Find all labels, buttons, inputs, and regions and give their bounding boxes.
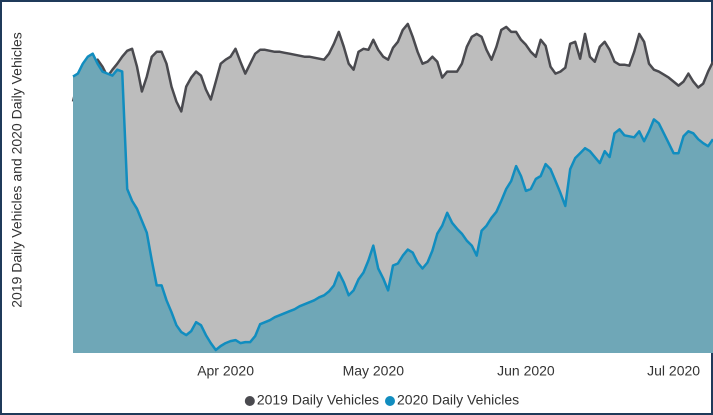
x-tick-label: Jun 2020 — [497, 363, 555, 379]
x-tick-label: May 2020 — [343, 363, 405, 379]
x-tick-label: Apr 2020 — [197, 363, 254, 379]
legend-marker — [244, 396, 255, 406]
series-line — [72, 52, 713, 352]
legend-label: 2020 Daily Vehicles — [397, 392, 519, 408]
legend-marker — [385, 396, 395, 406]
x-tick-label: Jul 2020 — [647, 363, 700, 379]
series-line — [71, 22, 713, 113]
legend-label: 2019 Daily Vehicles — [257, 392, 379, 408]
y-axis-label: 2019 Daily Vehicles and 2020 Daily Vehic… — [9, 32, 25, 308]
area-fill — [73, 53, 713, 353]
